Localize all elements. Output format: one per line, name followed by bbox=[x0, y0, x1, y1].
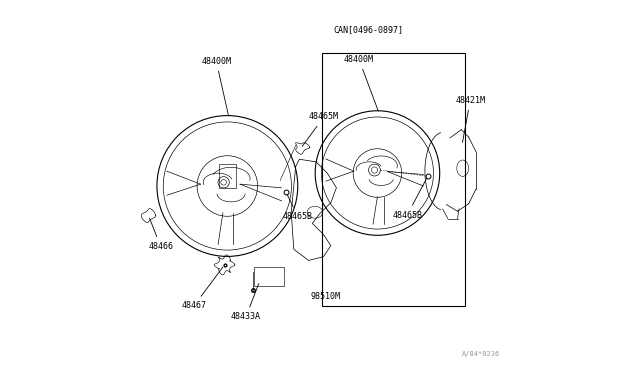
Text: 48465M: 48465M bbox=[302, 112, 339, 147]
Text: 98510M: 98510M bbox=[311, 292, 340, 301]
Bar bbox=[322, 52, 465, 307]
Text: 48400M: 48400M bbox=[201, 57, 231, 116]
Text: 48421M: 48421M bbox=[455, 96, 485, 142]
Bar bbox=[254, 267, 285, 286]
Text: 48466: 48466 bbox=[148, 218, 173, 251]
Text: 48465B: 48465B bbox=[283, 194, 313, 221]
Text: 48467: 48467 bbox=[182, 267, 223, 310]
Text: 48433A: 48433A bbox=[231, 284, 261, 321]
Text: 48465B: 48465B bbox=[392, 179, 427, 219]
Text: CAN[0496-0897]: CAN[0496-0897] bbox=[333, 25, 403, 34]
Text: 48400M: 48400M bbox=[344, 55, 378, 111]
Text: A/84*0236: A/84*0236 bbox=[461, 352, 500, 357]
Bar bbox=[219, 164, 236, 188]
